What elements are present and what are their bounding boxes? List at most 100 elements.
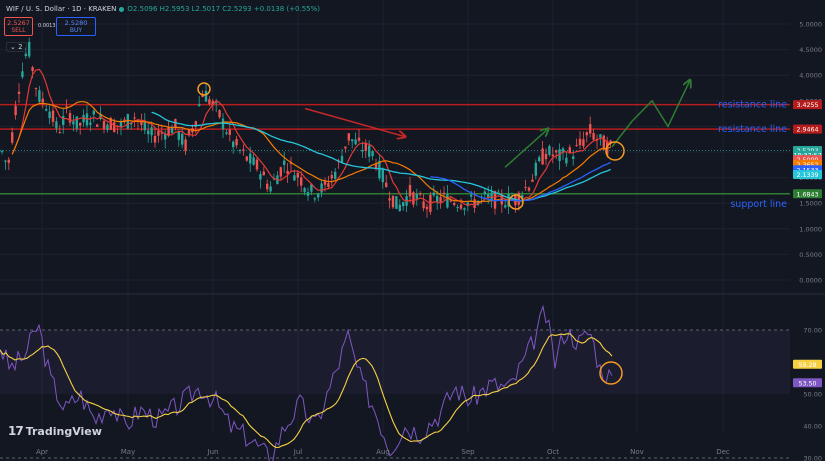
symbol-title[interactable]: WIF / U. S. Dollar · 1D · KRAKEN	[6, 5, 117, 13]
spread-value: 0.0013	[38, 23, 56, 29]
candle	[269, 181, 272, 194]
sell-button[interactable]: 2.5267 SELL	[4, 17, 33, 36]
candle-body	[548, 145, 551, 155]
candle-body	[126, 114, 129, 129]
candles	[0, 37, 612, 218]
candle	[136, 118, 140, 130]
candle-body	[340, 155, 344, 163]
candle	[221, 113, 225, 139]
candle	[225, 129, 228, 136]
candle-body	[14, 105, 17, 116]
candle-body	[555, 150, 558, 153]
candle-body	[184, 139, 187, 152]
candle	[41, 91, 44, 109]
candle	[150, 121, 153, 143]
buy-label: BUY	[69, 27, 83, 34]
tradingview-logo-icon: 17	[8, 424, 24, 438]
candle-body	[609, 140, 612, 144]
candle-body	[351, 139, 354, 142]
candle-body	[238, 150, 242, 152]
candle	[531, 174, 534, 182]
candle	[58, 125, 61, 134]
candle-body	[582, 139, 585, 147]
candle	[446, 185, 449, 209]
candle-body	[504, 205, 507, 208]
candle	[408, 176, 412, 203]
candle	[238, 148, 242, 154]
candle-body	[252, 157, 255, 165]
candle-body	[92, 110, 95, 115]
highlight-circle-rsi	[599, 361, 623, 385]
candle-body	[279, 167, 282, 177]
candle-body	[221, 118, 225, 130]
axis-label-bg	[793, 124, 822, 134]
candle	[228, 122, 231, 142]
candle	[7, 156, 10, 171]
candle-body	[106, 124, 109, 130]
candle	[599, 133, 602, 146]
buy-button[interactable]: 2.5280 BUY	[56, 17, 96, 36]
candle-body	[51, 110, 55, 122]
candle	[242, 144, 245, 156]
candle	[422, 194, 425, 212]
candle	[303, 186, 306, 196]
candle-body	[330, 175, 333, 179]
candle-body	[544, 153, 548, 160]
axis-label-text: 59.28	[798, 362, 816, 369]
sell-price: 2.5267	[7, 19, 30, 27]
rsi-axis-label: 53.50	[793, 378, 822, 388]
candle-body	[323, 180, 327, 185]
candle-body	[170, 127, 174, 134]
price-axis-tick: 1.0000	[799, 225, 822, 233]
candle-body	[68, 113, 72, 123]
candle	[442, 186, 446, 200]
candle	[157, 124, 160, 143]
candle-body	[62, 116, 65, 125]
indicators-toggle[interactable]: ⌄ 2	[6, 42, 27, 52]
candle	[432, 185, 435, 198]
candle-body	[0, 150, 4, 153]
candle	[96, 123, 99, 128]
candle-body	[374, 163, 378, 169]
candle-body	[313, 198, 316, 200]
candle-body	[575, 144, 578, 146]
rsi-axis-tick: 40.00	[803, 423, 822, 431]
time-axis-label: Dec	[716, 448, 730, 456]
candle-body	[38, 90, 41, 102]
tradingview-logo[interactable]: 17 TradingView	[8, 424, 102, 438]
candle-body	[119, 121, 123, 127]
candle	[551, 147, 554, 164]
candle-body	[551, 154, 554, 157]
price-axis-tick: 4.5000	[799, 46, 822, 54]
candle-body	[531, 179, 534, 182]
downtrend-arrow	[304, 107, 405, 136]
axis-label-text: 1.6843	[796, 191, 818, 198]
candle	[62, 108, 65, 134]
rsi-ma-line	[0, 333, 613, 448]
candle	[313, 196, 316, 203]
annotation-resistance-lower: resistance line	[718, 124, 787, 135]
indicators-count: 2	[18, 43, 23, 51]
candle-body	[113, 122, 116, 132]
axis-label-bg	[793, 100, 822, 110]
candle	[344, 146, 347, 153]
candle-body	[21, 71, 24, 78]
candle	[266, 179, 269, 193]
axis-label-bg	[793, 359, 822, 369]
rsi-axis-tick: 30.00	[803, 455, 822, 461]
tradingview-logo-text: TradingView	[25, 424, 102, 438]
candle	[21, 62, 24, 79]
candle	[38, 85, 41, 104]
candle-body	[160, 132, 163, 134]
candle	[143, 113, 146, 135]
candle	[548, 144, 551, 157]
candle-body	[153, 136, 157, 143]
candle-body	[432, 192, 435, 196]
candle	[187, 128, 191, 137]
candle-body	[34, 88, 38, 90]
candle-body	[82, 114, 85, 123]
candle-body	[167, 126, 170, 136]
candle-body	[143, 121, 146, 131]
price-axis-label: 3.4255	[793, 100, 822, 110]
